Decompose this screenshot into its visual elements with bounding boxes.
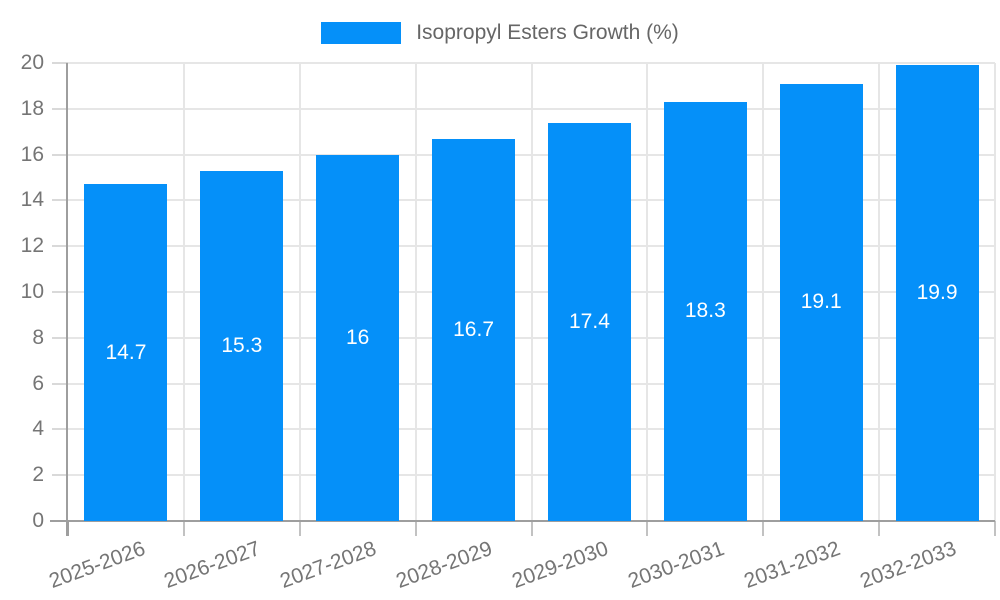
y-axis-label: 12 xyxy=(20,234,44,258)
x-axis-tick xyxy=(182,521,185,536)
y-axis-tick xyxy=(52,62,68,64)
y-axis-tick xyxy=(52,382,68,385)
bar[interactable]: 18.3 xyxy=(663,101,747,521)
gridline-vertical xyxy=(878,63,881,521)
x-axis-line xyxy=(50,520,995,522)
x-axis-tick xyxy=(298,521,301,536)
y-axis-line xyxy=(66,63,68,536)
bar[interactable]: 15.3 xyxy=(200,170,284,521)
y-axis-label: 6 xyxy=(32,371,44,395)
x-axis-label-text: 2026-2027 xyxy=(161,537,264,593)
x-axis-tick xyxy=(67,521,69,536)
bar[interactable]: 17.4 xyxy=(547,122,631,521)
bar-value-label: 17.4 xyxy=(569,309,610,333)
bar[interactable]: 19.1 xyxy=(779,83,863,521)
x-axis-tick xyxy=(646,521,649,536)
bar-value-label: 15.3 xyxy=(221,333,263,357)
bar[interactable]: 14.7 xyxy=(84,184,168,521)
x-axis-tick xyxy=(762,521,765,536)
bar[interactable]: 16 xyxy=(316,154,400,521)
gridline-vertical xyxy=(182,63,185,521)
y-axis-label: 20 xyxy=(20,51,44,74)
y-axis-label: 10 xyxy=(20,280,44,303)
bar[interactable]: 16.7 xyxy=(432,138,516,521)
gridline-vertical xyxy=(646,63,649,521)
y-axis-tick xyxy=(52,153,68,156)
plot-area: 0 2 4 6 8 10 12 14 16 18 20 14.7 15.3 16 16.7 17.4 18.3 1… xyxy=(21,51,996,593)
x-axis-label-text: 2031-2032 xyxy=(740,537,844,593)
x-axis-label-text: 2030-2031 xyxy=(624,537,728,593)
y-axis-label: 14 xyxy=(20,188,44,212)
legend-swatch-icon xyxy=(321,22,402,44)
bar-value-label: 16 xyxy=(346,325,370,349)
bar-value-label: 19.9 xyxy=(916,281,958,305)
y-axis-tick xyxy=(52,428,68,431)
bar-value-label: 18.3 xyxy=(684,299,726,323)
y-axis-tick xyxy=(52,107,68,110)
y-axis-tick xyxy=(52,199,68,202)
y-axis-label: 2 xyxy=(32,463,44,487)
x-axis-tick xyxy=(530,521,533,536)
y-axis-label: 18 xyxy=(20,96,44,120)
y-axis-tick xyxy=(52,245,68,248)
x-axis-label-text: 2025-2026 xyxy=(45,537,148,593)
gridline-vertical xyxy=(298,63,301,521)
y-axis-label: 8 xyxy=(32,325,44,349)
x-axis-tick xyxy=(878,521,881,536)
y-axis-tick xyxy=(52,474,68,477)
bar-value-label: 14.7 xyxy=(105,340,147,364)
x-axis-label-text: 2028-2029 xyxy=(393,537,496,593)
y-axis-label: 4 xyxy=(32,417,44,441)
x-axis-tick xyxy=(414,521,417,536)
bar-value-label: 19.1 xyxy=(800,290,842,314)
bar[interactable]: 19.9 xyxy=(895,65,979,521)
gridline-vertical xyxy=(762,63,765,521)
x-axis-label-text: 2027-2028 xyxy=(277,537,380,593)
gridline-vertical xyxy=(414,63,417,521)
bar-value-label: 16.7 xyxy=(453,317,494,341)
y-axis-label: 16 xyxy=(20,142,44,166)
y-axis-label: 0 xyxy=(32,509,44,532)
legend-label: Isopropyl Esters Growth (%) xyxy=(416,21,679,44)
legend-item[interactable]: Isopropyl Esters Growth (%) xyxy=(0,21,1000,45)
x-axis-tick xyxy=(994,521,996,536)
gridline-vertical xyxy=(530,63,533,521)
x-axis-label-text: 2029-2030 xyxy=(509,537,612,593)
y-axis-tick xyxy=(52,291,68,293)
x-axis-label-text: 2032-2033 xyxy=(856,537,959,593)
y-axis-tick xyxy=(52,336,68,339)
gridline-vertical xyxy=(994,63,996,521)
